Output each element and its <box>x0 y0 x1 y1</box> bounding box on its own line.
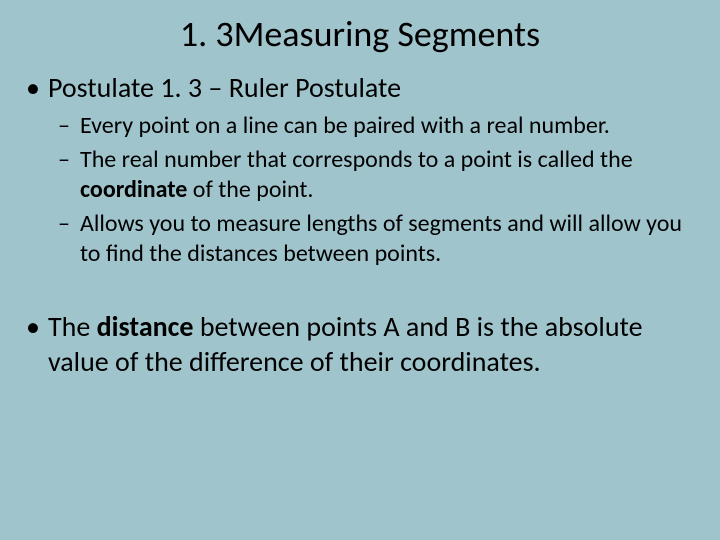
sub-bullet-3: Allows you to measure lengths of segment… <box>80 209 700 269</box>
bullet-list-level1-second: The distance between points A and B is t… <box>20 309 700 379</box>
sub-bullet-2: The real number that corresponds to a po… <box>80 145 700 205</box>
spacer <box>20 275 700 309</box>
slide-title: 1. 3Measuring Segments <box>20 12 700 56</box>
bullet-distance: The distance between points A and B is t… <box>48 309 700 379</box>
sub-bullet-2-part-c: of the point. <box>187 175 313 204</box>
slide: 1. 3Measuring Segments Postulate 1. 3 – … <box>0 0 720 540</box>
sub-bullet-2-bold: coordinate <box>80 175 187 204</box>
bullet-list-level1: Postulate 1. 3 – Ruler Postulate Every p… <box>20 70 700 269</box>
bullet-postulate: Postulate 1. 3 – Ruler Postulate Every p… <box>48 70 700 269</box>
bullet-distance-bold: distance <box>97 309 194 344</box>
bullet-postulate-text: Postulate 1. 3 – Ruler Postulate <box>48 70 401 105</box>
bullet-distance-part-a: The <box>48 309 97 344</box>
sub-bullet-1: Every point on a line can be paired with… <box>80 111 700 141</box>
bullet-list-level2: Every point on a line can be paired with… <box>48 111 700 269</box>
sub-bullet-2-part-a: The real number that corresponds to a po… <box>80 145 633 174</box>
